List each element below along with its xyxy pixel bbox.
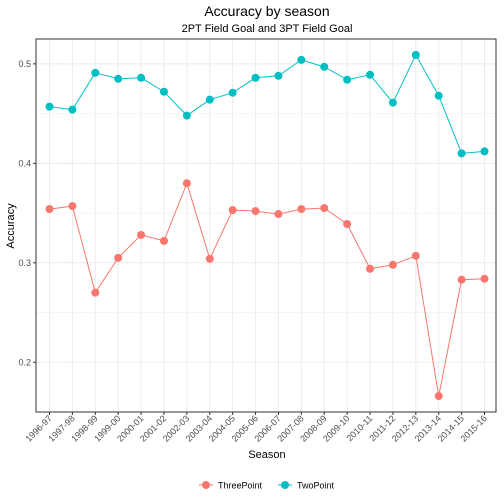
data-point-twopoint bbox=[159, 87, 168, 96]
chart-subtitle: 2PT Field Goal and 3PT Field Goal bbox=[182, 23, 353, 35]
y-tick-label: 0.5 bbox=[18, 59, 31, 69]
y-axis-title: Accuracy bbox=[5, 203, 17, 249]
grid-lines bbox=[36, 39, 496, 413]
legend: ThreePoint TwoPoint bbox=[199, 481, 335, 491]
data-point-threepoint bbox=[320, 204, 329, 213]
x-axis-title: Season bbox=[248, 449, 285, 461]
y-tick-label: 0.2 bbox=[18, 357, 31, 367]
data-point-threepoint bbox=[411, 251, 420, 260]
data-point-twopoint bbox=[274, 71, 283, 80]
data-point-twopoint bbox=[297, 55, 306, 64]
legend-label-threepoint: ThreePoint bbox=[218, 481, 263, 491]
data-point-threepoint bbox=[182, 179, 191, 188]
data-point-twopoint bbox=[480, 147, 489, 156]
panel-background bbox=[36, 39, 496, 412]
legend-key-point-threepoint bbox=[202, 481, 210, 489]
y-tick-label: 0.3 bbox=[18, 258, 31, 268]
data-point-threepoint bbox=[297, 205, 306, 214]
data-point-twopoint bbox=[366, 70, 375, 79]
data-point-threepoint bbox=[114, 253, 123, 262]
data-point-threepoint bbox=[480, 274, 489, 283]
series-points bbox=[45, 50, 489, 401]
chart-title: Accuracy by season bbox=[204, 3, 329, 19]
data-point-twopoint bbox=[457, 149, 466, 158]
data-point-twopoint bbox=[251, 73, 260, 82]
data-point-twopoint bbox=[228, 88, 237, 97]
y-axis-ticks: 0.2 0.3 0.4 0.5 bbox=[18, 59, 36, 367]
data-point-threepoint bbox=[159, 236, 168, 245]
legend-label-twopoint: TwoPoint bbox=[297, 481, 335, 491]
data-point-twopoint bbox=[91, 68, 100, 77]
data-point-threepoint bbox=[457, 275, 466, 284]
data-point-twopoint bbox=[320, 62, 329, 71]
y-tick-label: 0.4 bbox=[18, 158, 31, 168]
data-point-threepoint bbox=[91, 288, 100, 297]
legend-key-point-twopoint bbox=[281, 481, 289, 489]
data-point-threepoint bbox=[45, 205, 54, 214]
data-point-threepoint bbox=[251, 207, 260, 216]
data-point-threepoint bbox=[366, 264, 375, 273]
data-point-twopoint bbox=[45, 102, 54, 111]
data-point-twopoint bbox=[114, 74, 123, 83]
data-point-threepoint bbox=[68, 202, 77, 211]
data-point-threepoint bbox=[205, 254, 214, 263]
plot-panel bbox=[36, 39, 496, 412]
panel-border bbox=[35, 38, 497, 413]
data-point-twopoint bbox=[343, 75, 352, 84]
data-point-threepoint bbox=[343, 220, 352, 229]
data-point-twopoint bbox=[411, 50, 420, 59]
data-point-twopoint bbox=[182, 111, 191, 120]
data-point-twopoint bbox=[388, 98, 397, 107]
series-line-threepoint bbox=[49, 181, 485, 397]
data-point-twopoint bbox=[205, 95, 214, 104]
data-point-threepoint bbox=[434, 392, 443, 401]
data-point-threepoint bbox=[137, 230, 146, 239]
data-point-twopoint bbox=[137, 73, 146, 82]
data-point-threepoint bbox=[228, 206, 237, 215]
panel-frame bbox=[35, 38, 497, 413]
data-point-threepoint bbox=[388, 260, 397, 269]
x-axis-ticks: 1996-971997-981998-991999-002000-012001-… bbox=[23, 412, 489, 444]
data-point-twopoint bbox=[68, 105, 77, 114]
data-point-threepoint bbox=[274, 210, 283, 219]
data-point-twopoint bbox=[434, 91, 443, 100]
